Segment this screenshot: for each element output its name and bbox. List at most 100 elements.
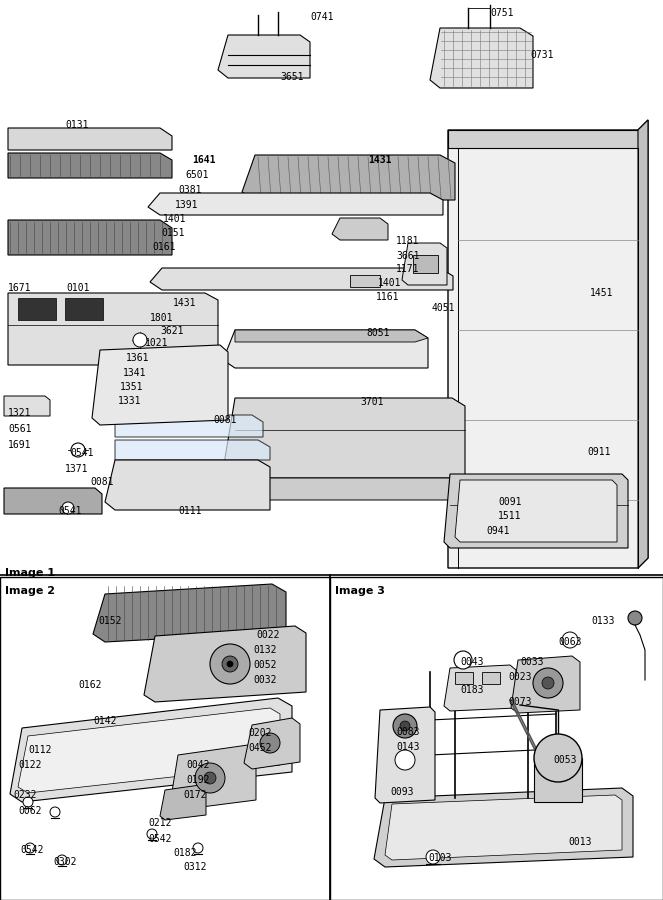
Text: 1511: 1511 — [498, 511, 522, 521]
Text: 0013: 0013 — [568, 837, 591, 847]
Text: 0111: 0111 — [178, 506, 202, 516]
Text: 0232: 0232 — [13, 790, 36, 800]
Text: 0083: 0083 — [396, 727, 420, 737]
Text: Image 1: Image 1 — [5, 568, 55, 578]
Text: 0751: 0751 — [490, 8, 514, 18]
Text: 0122: 0122 — [18, 760, 42, 770]
Polygon shape — [235, 330, 428, 342]
Text: 0022: 0022 — [256, 630, 280, 640]
Text: 1401: 1401 — [378, 278, 402, 288]
Circle shape — [147, 829, 157, 839]
Circle shape — [562, 632, 578, 648]
Text: 0042: 0042 — [186, 760, 210, 770]
Text: 0063: 0063 — [558, 637, 581, 647]
Circle shape — [71, 443, 85, 457]
Text: 0112: 0112 — [28, 745, 52, 755]
Bar — [455, 672, 473, 684]
Text: 3621: 3621 — [160, 326, 184, 336]
Text: 0132: 0132 — [253, 645, 276, 655]
Text: 0091: 0091 — [498, 497, 522, 507]
Text: 1641: 1641 — [192, 155, 215, 165]
Polygon shape — [374, 788, 633, 867]
Polygon shape — [148, 193, 443, 215]
Text: 0023: 0023 — [508, 672, 532, 682]
Polygon shape — [430, 28, 533, 88]
Circle shape — [260, 733, 280, 753]
Circle shape — [393, 714, 417, 738]
Text: 1391: 1391 — [175, 200, 198, 210]
Circle shape — [628, 611, 642, 625]
Text: 0052: 0052 — [253, 660, 276, 670]
Circle shape — [395, 750, 415, 770]
Polygon shape — [244, 718, 300, 769]
Text: 0062: 0062 — [18, 806, 42, 816]
Text: 1171: 1171 — [396, 264, 420, 274]
Text: 0133: 0133 — [591, 616, 615, 626]
Text: 3701: 3701 — [360, 397, 383, 407]
Circle shape — [454, 651, 472, 669]
Text: 1371: 1371 — [65, 464, 88, 474]
Text: 0202: 0202 — [248, 728, 272, 738]
Text: 6501: 6501 — [185, 170, 208, 180]
Circle shape — [534, 734, 582, 782]
Polygon shape — [223, 398, 465, 478]
Bar — [18, 298, 56, 320]
Text: Image 2: Image 2 — [5, 586, 55, 596]
Text: 3661: 3661 — [396, 251, 420, 261]
Text: 0073: 0073 — [508, 697, 532, 707]
Text: 0093: 0093 — [390, 787, 414, 797]
Text: 1401: 1401 — [163, 214, 186, 224]
Polygon shape — [8, 128, 172, 150]
Bar — [482, 672, 500, 684]
Text: 0131: 0131 — [65, 120, 88, 130]
Text: 1451: 1451 — [590, 288, 613, 298]
Circle shape — [195, 763, 225, 793]
Text: 0541: 0541 — [70, 448, 93, 458]
Circle shape — [210, 644, 250, 684]
Bar — [0, 577, 330, 900]
Text: 1431: 1431 — [173, 298, 196, 308]
Polygon shape — [242, 155, 455, 200]
Polygon shape — [93, 584, 286, 642]
Polygon shape — [455, 480, 617, 542]
Circle shape — [50, 807, 60, 817]
Polygon shape — [402, 243, 447, 285]
Polygon shape — [444, 474, 628, 548]
Polygon shape — [4, 396, 50, 416]
Text: 1801: 1801 — [150, 313, 174, 323]
Bar — [65, 298, 103, 320]
Circle shape — [62, 502, 74, 514]
Circle shape — [57, 855, 67, 865]
Text: 0143: 0143 — [396, 742, 420, 752]
Polygon shape — [448, 130, 638, 148]
Text: 1321: 1321 — [8, 408, 32, 418]
Text: 0381: 0381 — [178, 185, 202, 195]
Polygon shape — [92, 345, 228, 425]
Text: 0103: 0103 — [428, 853, 452, 863]
Text: 0101: 0101 — [66, 283, 90, 293]
Text: 0312: 0312 — [183, 862, 206, 872]
Text: 4051: 4051 — [432, 303, 455, 313]
Polygon shape — [375, 707, 435, 803]
Polygon shape — [144, 626, 306, 702]
Text: 1161: 1161 — [376, 292, 400, 302]
Text: 0741: 0741 — [310, 12, 333, 22]
Text: 0142: 0142 — [93, 716, 117, 726]
Polygon shape — [160, 785, 206, 820]
Text: Image 3: Image 3 — [335, 586, 385, 596]
Text: 1691: 1691 — [8, 440, 32, 450]
Text: 0152: 0152 — [98, 616, 121, 626]
Circle shape — [227, 661, 233, 667]
Text: 0183: 0183 — [460, 685, 483, 695]
Text: 0302: 0302 — [53, 857, 76, 867]
Polygon shape — [444, 665, 516, 711]
Polygon shape — [115, 415, 263, 437]
Text: 3651: 3651 — [280, 72, 304, 82]
Text: 0561: 0561 — [8, 424, 32, 434]
Bar — [350, 275, 380, 287]
Text: 0032: 0032 — [253, 675, 276, 685]
Polygon shape — [18, 708, 280, 793]
Polygon shape — [385, 795, 622, 860]
Text: 1181: 1181 — [396, 236, 420, 246]
Polygon shape — [170, 745, 256, 810]
